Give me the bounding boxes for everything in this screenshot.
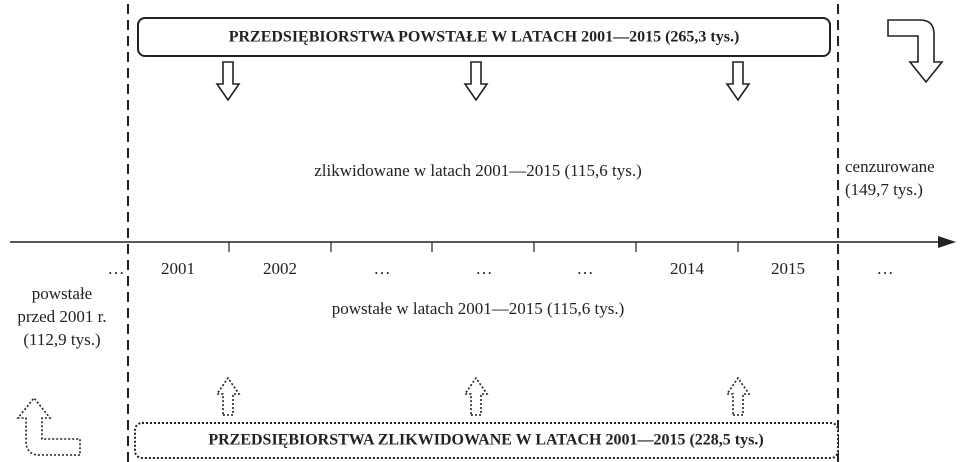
up-arrows <box>215 376 751 416</box>
down-arrow <box>215 61 241 102</box>
up-arrow <box>725 376 751 416</box>
top-box <box>137 17 831 57</box>
middle-lower-label: powstałe w latach 2001—2015 (115,6 tys.) <box>332 299 625 318</box>
axis-label: … <box>374 259 391 278</box>
middle-upper-label: zlikwidowane w latach 2001—2015 (115,6 t… <box>314 161 642 180</box>
axis-label: 2014 <box>670 259 705 278</box>
up-arrow <box>215 376 241 416</box>
left-label: powstałe <box>32 284 92 303</box>
top-box-label: PRZEDSIĘBIORSTWA POWSTAŁE W LATACH 2001—… <box>229 29 740 46</box>
axis-label: 2001 <box>161 259 195 278</box>
down-arrows <box>215 61 751 102</box>
axis-label: … <box>108 259 125 278</box>
timeline-arrowhead <box>938 236 956 248</box>
left-label: przed 2001 r. <box>17 307 106 326</box>
curved-dotted-arrow <box>16 396 81 456</box>
right-label: cenzurowane <box>845 157 935 176</box>
down-arrow <box>463 61 489 102</box>
axis-label: … <box>476 259 493 278</box>
axis-label: … <box>577 259 594 278</box>
timeline-ticks <box>228 242 739 252</box>
axis-label: 2002 <box>263 259 297 278</box>
bottom-box <box>134 422 839 459</box>
down-arrow <box>725 61 751 102</box>
axis-label: 2015 <box>771 259 805 278</box>
bottom-box-label: PRZEDSIĘBIORSTWA ZLIKWIDOWANE W LATACH 2… <box>208 432 763 449</box>
up-arrow <box>463 376 489 416</box>
left-label: (112,9 tys.) <box>23 330 100 349</box>
axis-label: … <box>877 259 894 278</box>
curved-arrow <box>887 19 944 84</box>
right-label: (149,7 tys.) <box>845 180 923 199</box>
